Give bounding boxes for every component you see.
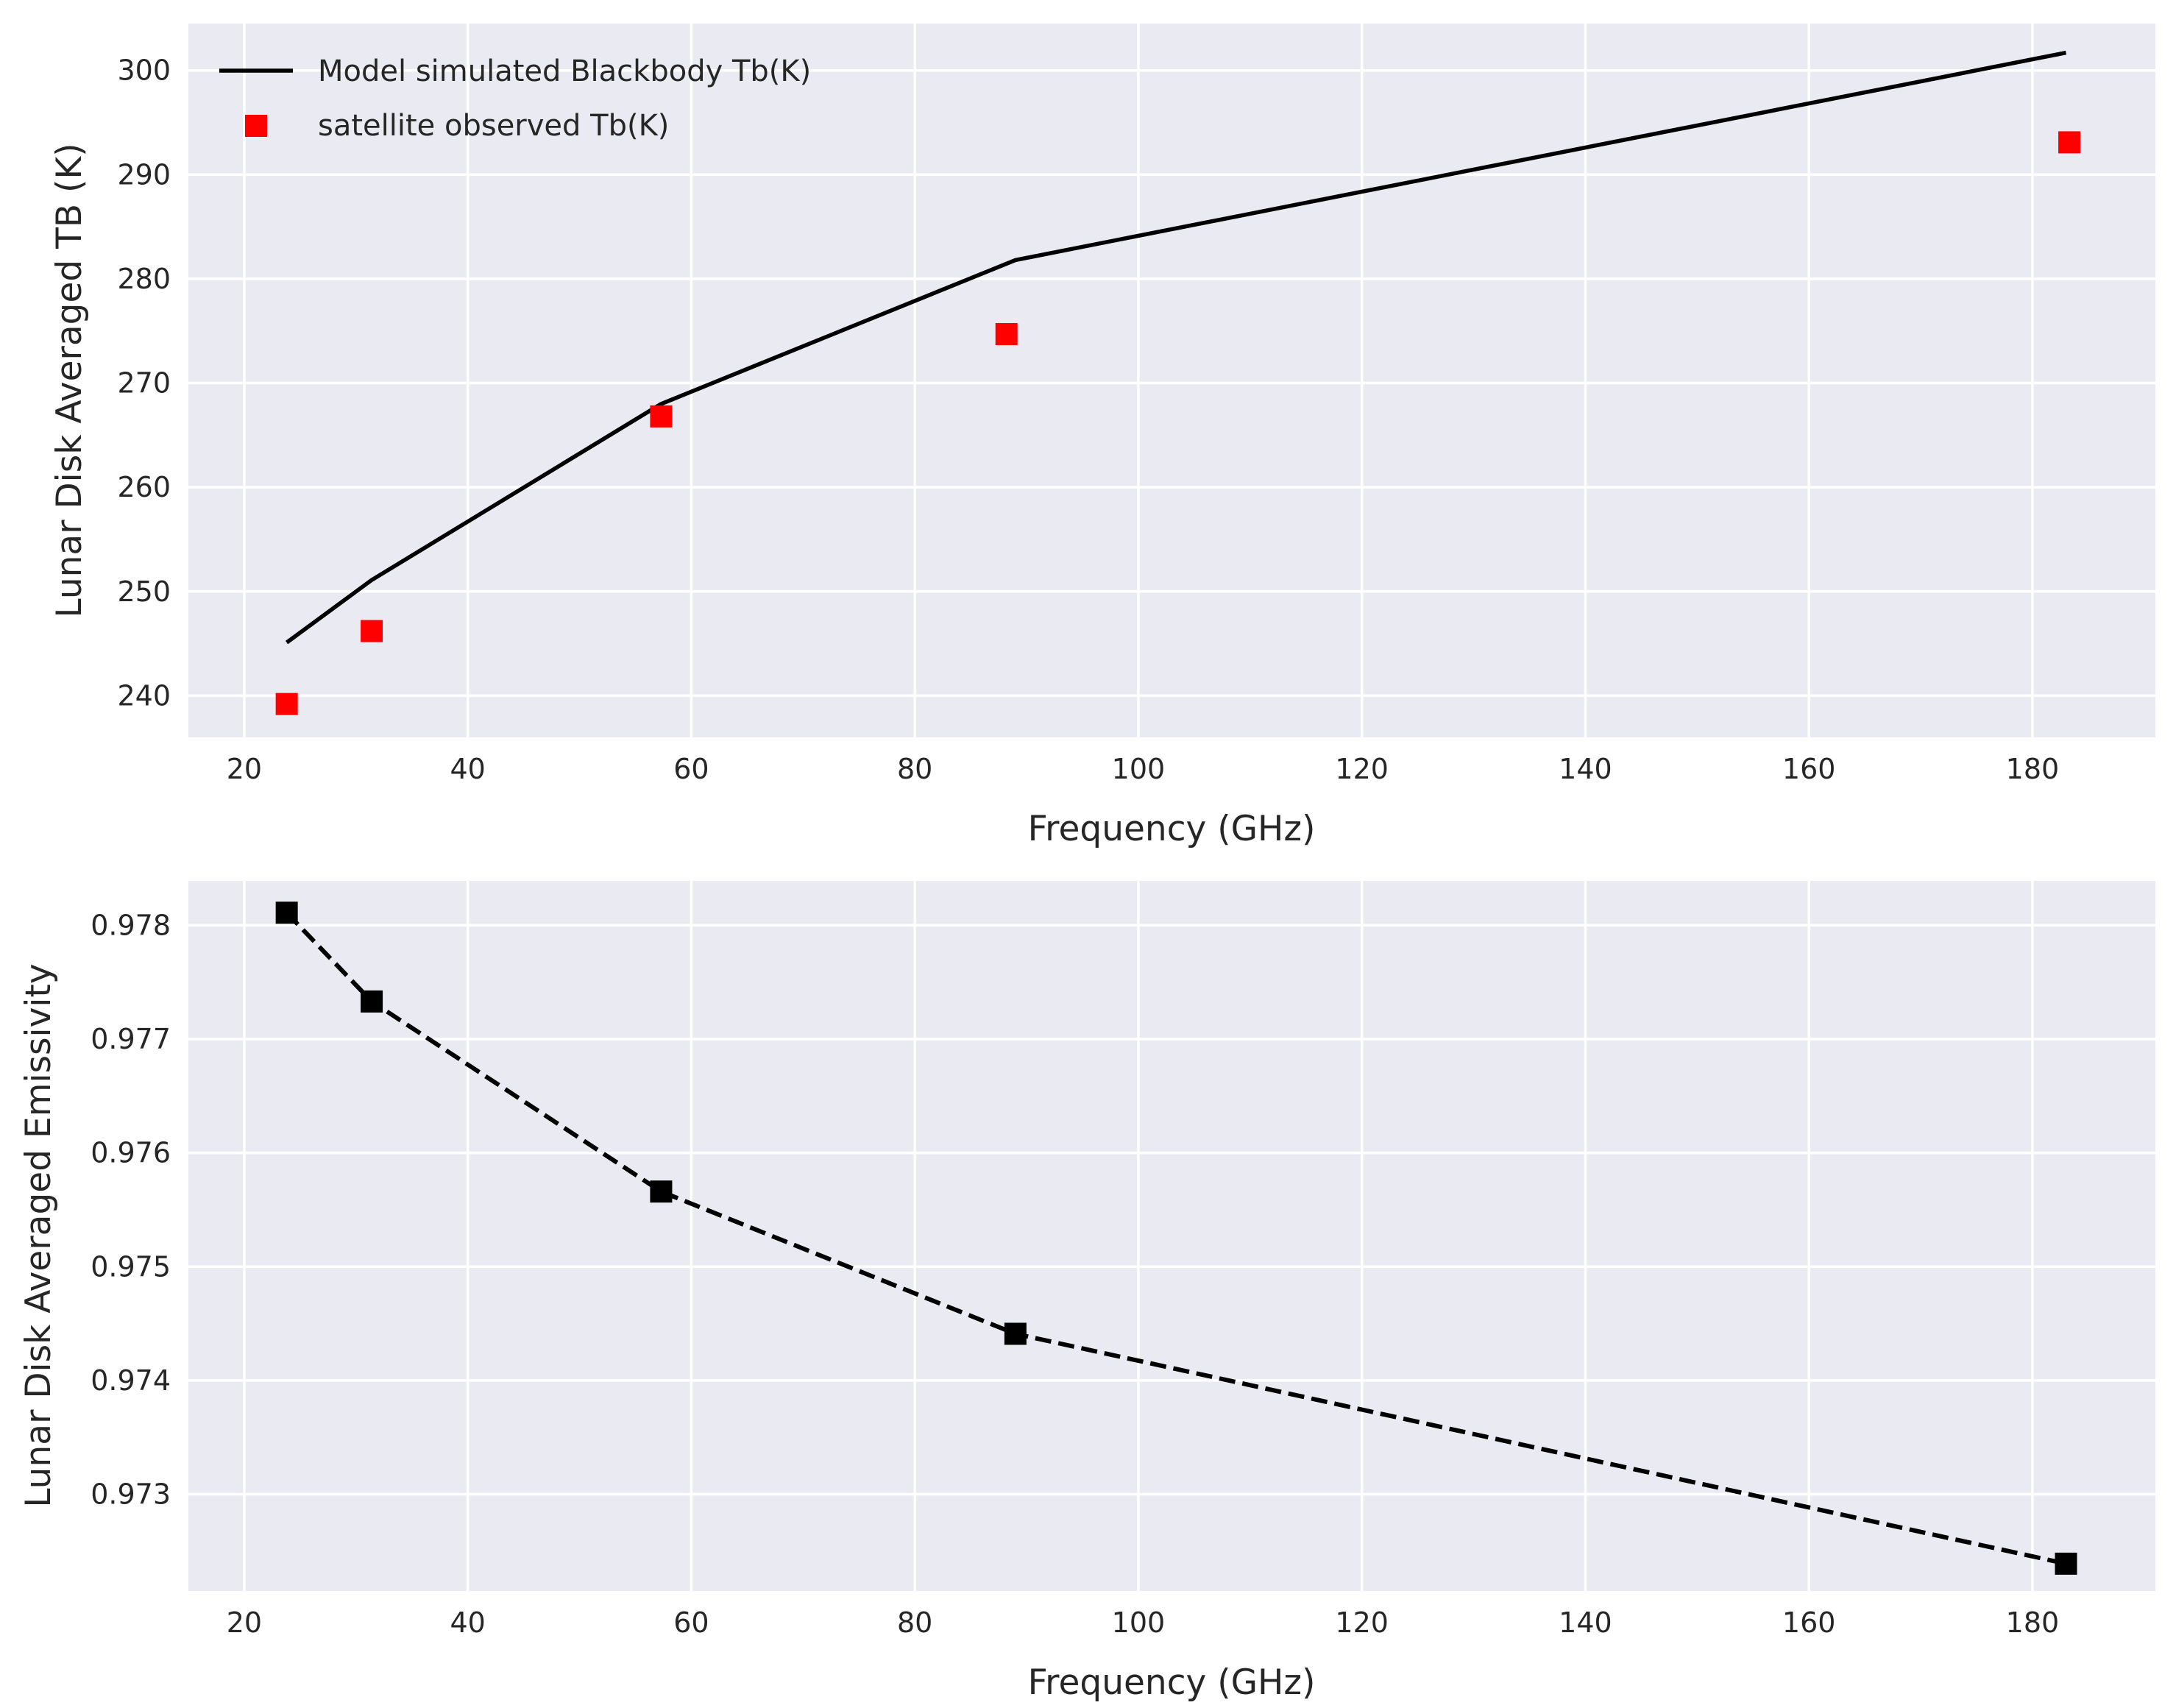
emissivity-x-tick-label: 100 (1112, 1606, 1166, 1639)
tb-y-tick-label: 290 (117, 158, 171, 191)
tb-y-tick-label: 270 (117, 367, 171, 400)
tb-y-axis-label: Lunar Disk Averaged TB (K) (49, 143, 90, 617)
emissivity-series-line (285, 911, 2067, 1566)
tb-x-axis-label: Frequency (GHz) (1028, 809, 1316, 849)
tb-grid (188, 24, 2155, 737)
tb-observed-point (2058, 131, 2081, 154)
tb-chart: 20 40 60 80 100 120 140 160 180 2402502602702802… (49, 24, 2155, 849)
tb-x-tick-label: 120 (1335, 753, 1389, 785)
emissivity-data-point (2055, 1552, 2077, 1575)
tb-observed-point (361, 620, 383, 642)
emissivity-y-tick-label: 0.976 (91, 1137, 171, 1169)
tb-x-tick-label: 160 (1782, 753, 1836, 785)
emissivity-chart: 20 40 60 80 100 120 140 160 180 0.9730.9740.9750… (18, 881, 2155, 1703)
tb-observed-point (650, 405, 673, 428)
legend-marker-swatch (245, 115, 267, 137)
tb-plot-area (188, 24, 2155, 737)
emissivity-x-tick-label: 140 (1559, 1606, 1612, 1639)
tb-x-tick-label: 60 (673, 753, 709, 785)
emissivity-data-point (650, 1180, 673, 1203)
emissivity-x-tick-label: 120 (1335, 1606, 1389, 1639)
legend-label-observed: satellite observed Tb(K) (318, 109, 669, 143)
emissivity-y-axis-label: Lunar Disk Averaged Emissivity (18, 963, 59, 1507)
emissivity-data-point (1004, 1322, 1027, 1345)
tb-series (275, 50, 2081, 715)
emissivity-x-ticks: 20 40 60 80 100 120 140 160 180 (227, 1606, 2059, 1639)
tb-x-tick-label: 100 (1112, 753, 1166, 785)
tb-x-tick-label: 80 (897, 753, 932, 785)
legend-label-model: Model simulated Blackbody Tb(K) (318, 54, 811, 88)
tb-y-ticks: 240 250 260 270 280 290 300 (117, 54, 171, 712)
emissivity-x-tick-label: 180 (2006, 1606, 2060, 1639)
emissivity-data-point (361, 990, 383, 1013)
emissivity-y-tick-label: 0.974 (91, 1364, 171, 1397)
tb-y-tick-label: 260 (117, 471, 171, 503)
emissivity-y-ticks: 0.973 0.974 0.975 0.976 0.977 0.978 (91, 909, 171, 1510)
emissivity-x-tick-label: 20 (227, 1606, 262, 1639)
emissivity-grid (188, 881, 2155, 1591)
tb-y-tick-label: 300 (117, 54, 171, 87)
tb-x-tick-label: 180 (2006, 753, 2060, 785)
tb-y-tick-label: 280 (117, 263, 171, 295)
tb-y-tick-label: 250 (117, 575, 171, 608)
tb-x-tick-label: 140 (1559, 753, 1612, 785)
emissivity-y-tick-label: 0.975 (91, 1250, 171, 1283)
tb-observed-point (275, 692, 298, 715)
tb-x-ticks: 20 40 60 80 100 120 140 160 180 (227, 753, 2059, 785)
emissivity-x-tick-label: 80 (897, 1606, 932, 1639)
emissivity-x-tick-label: 160 (1782, 1606, 1836, 1639)
emissivity-x-tick-label: 40 (450, 1606, 486, 1639)
tb-observed-point (995, 322, 1018, 345)
tb-x-tick-label: 40 (450, 753, 486, 785)
emissivity-plot-area (188, 881, 2155, 1591)
emissivity-x-axis-label: Frequency (GHz) (1028, 1662, 1316, 1703)
emissivity-y-tick-label: 0.973 (91, 1478, 171, 1511)
emissivity-y-tick-label: 0.977 (91, 1023, 171, 1055)
emissivity-y-tick-label: 0.978 (91, 909, 171, 941)
tb-series-line (285, 50, 2067, 645)
tb-x-tick-label: 20 (227, 753, 262, 785)
tb-y-tick-label: 240 (117, 679, 171, 712)
legend: Model simulated Blackbody Tb(K) satellit… (219, 54, 811, 143)
emissivity-data-point (275, 901, 298, 924)
emissivity-x-tick-label: 60 (673, 1606, 709, 1639)
emissivity-series (275, 901, 2077, 1575)
